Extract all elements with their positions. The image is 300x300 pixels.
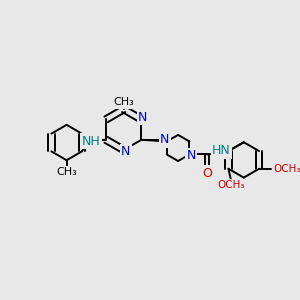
Text: OCH₃: OCH₃ — [218, 180, 245, 190]
Text: N: N — [160, 133, 169, 146]
Text: N: N — [138, 111, 147, 124]
Text: NH: NH — [82, 135, 100, 148]
Text: N: N — [186, 149, 196, 162]
Text: N: N — [121, 145, 130, 158]
Text: HN: HN — [212, 145, 231, 158]
Text: CH₃: CH₃ — [56, 167, 77, 177]
Text: OCH₃: OCH₃ — [274, 164, 300, 174]
Text: O: O — [202, 167, 212, 180]
Text: CH₃: CH₃ — [113, 98, 134, 107]
